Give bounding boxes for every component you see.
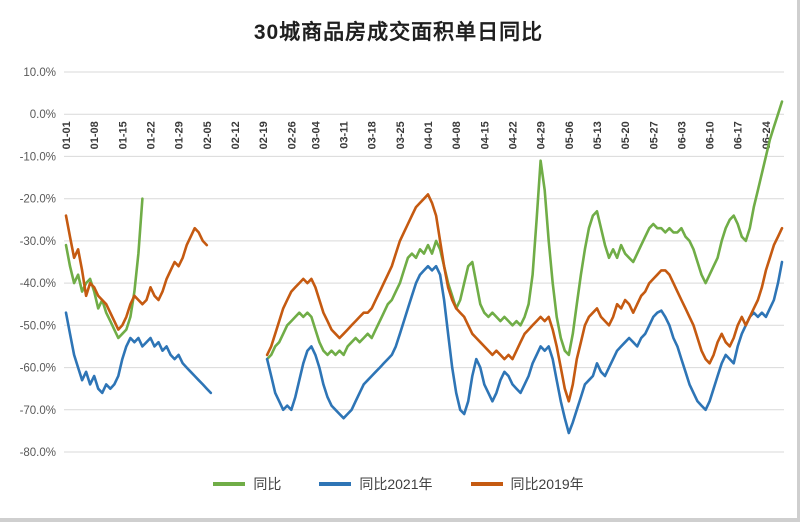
legend-label: 同比 xyxy=(253,476,282,492)
x-axis-label: 03-25 xyxy=(395,121,407,149)
chart-legend: 同比 同比2021年 同比2019年 xyxy=(0,474,797,494)
x-axis-label: 01-29 xyxy=(174,121,186,149)
legend-item-yoy-2019: 同比2019年 xyxy=(470,474,584,494)
x-axis-label: 05-20 xyxy=(620,121,632,149)
x-axis-label: 06-03 xyxy=(676,121,688,149)
x-axis-label: 06-10 xyxy=(705,121,717,149)
y-axis-label: -30.0% xyxy=(20,236,56,248)
y-axis-label: 0.0% xyxy=(30,109,56,121)
y-axis-label: -70.0% xyxy=(20,405,56,417)
legend-line-swatch-blue xyxy=(319,482,352,486)
x-axis-label: 01-15 xyxy=(117,121,129,149)
x-axis-label: 02-19 xyxy=(258,121,270,149)
x-axis-label: 06-17 xyxy=(733,121,745,149)
series-line-同比2021年 xyxy=(64,260,784,435)
y-axis-label: -50.0% xyxy=(20,320,56,332)
legend-line-swatch-green xyxy=(213,482,246,486)
y-axis-label: -20.0% xyxy=(20,194,56,206)
legend-line-swatch-rust xyxy=(470,482,503,486)
legend-item-yoy-2021: 同比2021年 xyxy=(319,474,433,494)
x-axis-label: 03-18 xyxy=(367,121,379,149)
x-axis-label: 01-01 xyxy=(61,121,73,149)
x-axis-label: 03-11 xyxy=(339,121,351,149)
x-axis-label: 05-06 xyxy=(564,121,576,149)
x-axis-label: 05-13 xyxy=(592,121,604,149)
x-axis-label: 02-05 xyxy=(202,121,214,149)
legend-label: 同比2021年 xyxy=(359,476,433,492)
legend-item-yoy: 同比 xyxy=(213,474,281,494)
series-line-同比2019年 xyxy=(64,193,784,403)
y-axis-label: -40.0% xyxy=(20,278,56,290)
x-axis-label: 02-12 xyxy=(230,121,242,149)
x-axis-label: 02-26 xyxy=(286,121,298,149)
y-axis-label: 10.0% xyxy=(23,67,56,79)
x-axis-label: 04-22 xyxy=(508,121,520,149)
series-line-同比 xyxy=(64,100,784,361)
x-axis-label: 01-08 xyxy=(89,121,101,149)
y-axis-label: -80.0% xyxy=(20,447,56,459)
legend-label: 同比2019年 xyxy=(510,476,584,492)
x-axis-label: 03-04 xyxy=(310,120,322,149)
x-axis-label: 04-08 xyxy=(451,121,463,149)
chart-title: 30城商品房成交面积单日同比 xyxy=(253,21,544,44)
x-axis-label: 01-22 xyxy=(146,121,158,149)
x-axis-label: 05-27 xyxy=(648,121,660,149)
x-axis-label: 04-15 xyxy=(479,121,491,149)
x-axis-label: 04-29 xyxy=(536,121,548,149)
x-axis-label: 04-01 xyxy=(423,121,435,149)
y-axis-label: -10.0% xyxy=(20,151,56,163)
y-axis-label: -60.0% xyxy=(20,363,56,375)
